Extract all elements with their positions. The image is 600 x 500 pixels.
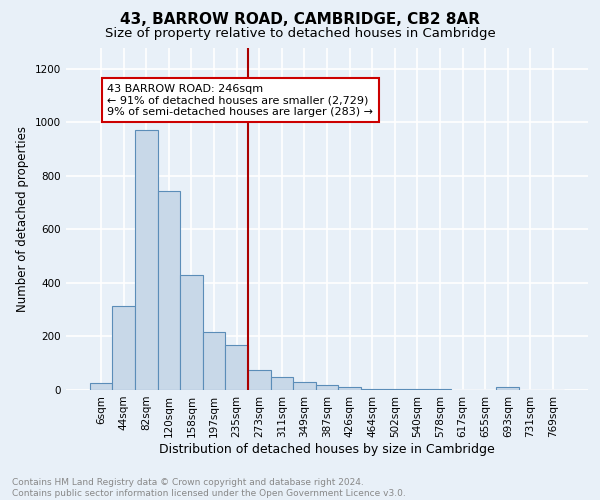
Bar: [271, 377, 293, 390]
Bar: [203, 332, 226, 390]
Text: 43 BARROW ROAD: 246sqm
← 91% of detached houses are smaller (2,729)
9% of semi-d: 43 BARROW ROAD: 246sqm ← 91% of detached…: [107, 84, 373, 117]
Bar: [135, 130, 158, 390]
Text: Contains HM Land Registry data © Crown copyright and database right 2024.
Contai: Contains HM Land Registry data © Crown c…: [12, 478, 406, 498]
Bar: [316, 385, 338, 390]
Bar: [338, 387, 361, 390]
Text: Size of property relative to detached houses in Cambridge: Size of property relative to detached ho…: [104, 28, 496, 40]
Bar: [406, 389, 428, 390]
Bar: [112, 306, 135, 390]
Bar: [496, 386, 519, 390]
X-axis label: Distribution of detached houses by size in Cambridge: Distribution of detached houses by size …: [159, 442, 495, 456]
Bar: [293, 382, 316, 390]
Bar: [383, 388, 406, 390]
Bar: [361, 388, 383, 390]
Y-axis label: Number of detached properties: Number of detached properties: [16, 126, 29, 312]
Bar: [90, 384, 112, 390]
Bar: [226, 344, 248, 390]
Bar: [248, 370, 271, 390]
Text: 43, BARROW ROAD, CAMBRIDGE, CB2 8AR: 43, BARROW ROAD, CAMBRIDGE, CB2 8AR: [120, 12, 480, 28]
Bar: [158, 190, 180, 390]
Bar: [180, 275, 203, 390]
